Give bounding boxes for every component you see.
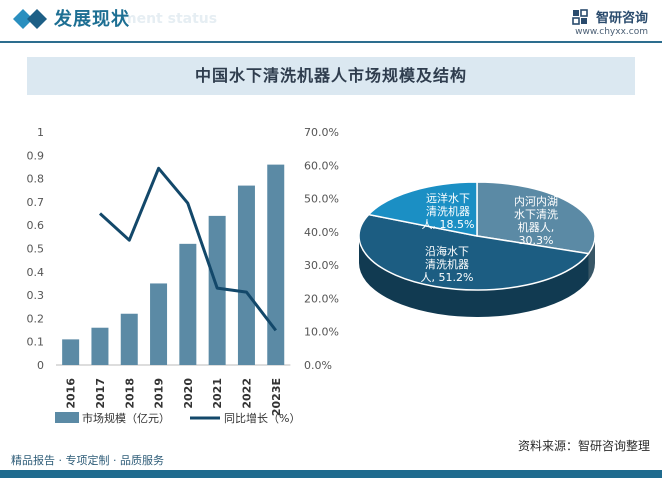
brand-url: www.chyxx.com xyxy=(575,27,648,37)
pie-label-line: 内河内湖 xyxy=(514,194,558,208)
brand: 智研咨询 www.chyxx.com xyxy=(572,6,648,37)
header: ment status 发展现状 智研咨询 www.chyxx.com xyxy=(0,0,662,40)
pie-label-line: 机器人, xyxy=(518,220,555,234)
y-right-tick-label: 0.0% xyxy=(304,359,332,372)
x-tick-label-2021: 2021 xyxy=(211,378,224,409)
bar-2017 xyxy=(91,327,109,365)
pie-label-line: 水下清洗 xyxy=(514,208,558,221)
legend-label-line: 同比增长（%） xyxy=(224,411,300,425)
y-right-tick-label: 30.0% xyxy=(304,259,339,272)
y-right-tick-label: 20.0% xyxy=(304,292,339,305)
page-title: 发展现状 xyxy=(54,9,130,30)
y-right-tick-label: 50.0% xyxy=(304,193,339,206)
x-tick-label-2023E: 2023E xyxy=(270,378,283,416)
pie-label-line: 清洗机器 xyxy=(425,257,469,271)
source-note: 资料来源：智研咨询整理 xyxy=(517,439,650,453)
bar-2021 xyxy=(208,215,226,365)
bar-2023E xyxy=(267,164,285,365)
footer-slogan: 精品报告 · 专项定制 · 品质服务 xyxy=(11,454,164,467)
y-left-tick-label: 1 xyxy=(37,126,44,139)
y-right-tick-label: 60.0% xyxy=(304,159,339,172)
brand-logo-icon xyxy=(572,8,588,25)
pie-label-内河内湖水下清洗机器人: 内河内湖水下清洗机器人, 30.3% xyxy=(514,194,558,247)
y-left-tick-label: 0.8 xyxy=(27,173,45,186)
pie-label-line: 远洋水下 xyxy=(426,191,470,205)
y-left-tick-label: 0.3 xyxy=(27,289,45,302)
footer-bar xyxy=(0,470,662,478)
pie-label-远洋水下清洗机器人: 远洋水下清洗机器人, 18.5% xyxy=(422,191,475,231)
y-left-tick-label: 0 xyxy=(37,359,44,372)
bar-2016 xyxy=(62,339,80,365)
x-tick-label-2020: 2020 xyxy=(182,378,195,409)
y-left-tick-label: 0.5 xyxy=(27,243,45,256)
pie-label-line: 人, 51.2% xyxy=(421,271,474,284)
x-tick-label-2022: 2022 xyxy=(240,378,253,409)
legend-label-bar: 市场规模（亿元） xyxy=(82,411,170,425)
y-left-tick-label: 0.9 xyxy=(27,149,45,162)
header-watermark: ment status xyxy=(122,11,218,27)
legend-swatch-bar xyxy=(55,412,79,423)
pie-slice-内河内湖水下清洗机器人 xyxy=(476,181,596,255)
y-left-tick-label: 0.6 xyxy=(27,219,45,232)
y-right-tick-label: 70.0% xyxy=(304,126,339,139)
pie-label-line: 沿海水下 xyxy=(425,244,469,258)
diamond-icon xyxy=(13,9,47,29)
pie-side-沿海水下清洗机器人 xyxy=(358,236,589,318)
bar-2022 xyxy=(237,185,255,365)
x-tick-label-2019: 2019 xyxy=(153,378,166,409)
x-tick-label-2018: 2018 xyxy=(123,378,136,409)
bar-2020 xyxy=(179,243,197,365)
pie-slice-沿海水下清洗机器人 xyxy=(358,213,590,291)
bar-2019 xyxy=(150,283,168,365)
bar-2018 xyxy=(120,313,138,365)
brand-name: 智研咨询 xyxy=(595,11,648,26)
pie-label-line: 30.3% xyxy=(519,234,554,247)
header-divider xyxy=(0,41,662,43)
y-left-tick-label: 0.7 xyxy=(27,196,45,209)
chart-title: 中国水下清洗机器人市场规模及结构 xyxy=(194,66,467,85)
y-left-tick-label: 0.4 xyxy=(27,266,45,279)
y-left-tick-label: 0.1 xyxy=(27,336,45,349)
y-right-tick-label: 10.0% xyxy=(304,326,339,339)
pie-label-line: 人, 18.5% xyxy=(422,218,475,231)
pie-label-line: 清洗机器 xyxy=(426,204,470,218)
chart-title-band: 中国水下清洗机器人市场规模及结构 xyxy=(27,57,635,95)
growth-line xyxy=(98,166,277,332)
y-left-tick-label: 0.2 xyxy=(27,312,45,325)
pie-label-沿海水下清洗机器人: 沿海水下清洗机器人, 51.2% xyxy=(421,244,474,284)
x-tick-label-2017: 2017 xyxy=(94,378,107,409)
pie-side-内河内湖水下清洗机器人 xyxy=(588,236,595,281)
y-right-tick-label: 40.0% xyxy=(304,226,339,239)
pie-slice-远洋水下清洗机器人 xyxy=(367,181,478,237)
x-tick-label-2016: 2016 xyxy=(65,378,78,409)
